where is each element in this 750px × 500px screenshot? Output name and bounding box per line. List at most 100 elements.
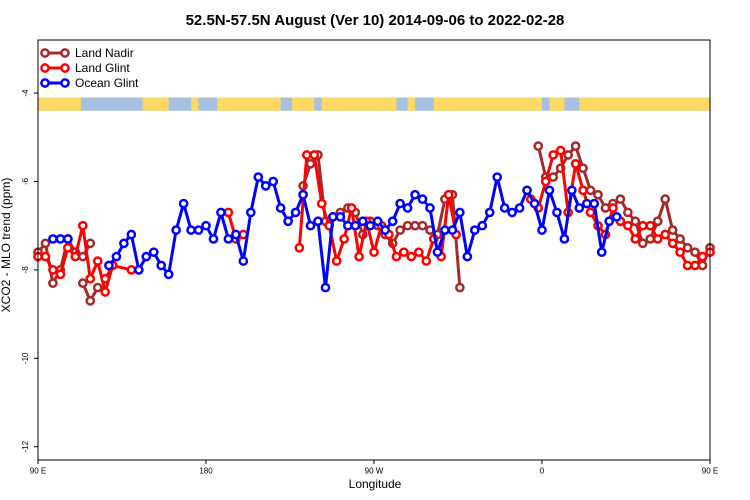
data-point: [331, 256, 342, 266]
data-point: [507, 207, 517, 218]
data-point: [540, 176, 551, 187]
data-point: [104, 260, 114, 271]
data-point: [48, 234, 58, 244]
data-point: [294, 242, 305, 253]
data-point: [477, 220, 488, 231]
data-point: [499, 203, 510, 213]
data-point: [126, 265, 137, 275]
data-point: [339, 234, 349, 244]
data-point: [402, 220, 413, 231]
data-point: [432, 247, 443, 258]
data-point: [533, 141, 544, 151]
data-point: [253, 172, 264, 182]
data-point: [660, 194, 671, 205]
data-point: [223, 234, 234, 244]
data-point: [413, 247, 424, 258]
data-point: [395, 198, 405, 209]
data-point: [697, 260, 708, 271]
data-point: [305, 158, 316, 169]
data-point: [372, 216, 383, 227]
data-point: [268, 176, 279, 187]
data-point: [537, 225, 547, 235]
data-point: [92, 256, 103, 266]
data-point: [440, 225, 450, 235]
data-point: [455, 207, 465, 218]
data-point: [298, 189, 308, 200]
legend-marker: [60, 78, 70, 88]
map-strip-land: [217, 97, 281, 111]
data-point: [608, 203, 618, 213]
data-point: [425, 203, 435, 213]
data-point: [63, 234, 73, 244]
data-point: [637, 238, 648, 249]
map-strip-land: [38, 97, 81, 111]
map-strip-land: [291, 97, 315, 111]
legend-label: Land Glint: [75, 61, 130, 75]
data-point: [667, 238, 678, 249]
x-tick-label: 90 E: [30, 467, 46, 476]
data-point: [563, 150, 573, 160]
data-point: [585, 185, 596, 196]
data-point: [574, 203, 585, 213]
data-point: [667, 225, 678, 235]
chart-title: 52.5N-57.5N August (Ver 10) 2014-09-06 t…: [186, 12, 565, 29]
data-point: [126, 229, 137, 240]
map-strip-land: [579, 97, 710, 111]
x-tick-label: 90 W: [365, 467, 384, 476]
data-point: [178, 198, 189, 209]
data-point: [55, 234, 66, 244]
data-point: [417, 194, 428, 205]
data-point: [469, 225, 480, 235]
legend-label: Land Nadir: [75, 46, 134, 60]
data-point: [395, 225, 405, 235]
data-point: [335, 211, 346, 222]
data-point: [660, 229, 671, 240]
data-point: [156, 260, 167, 271]
y-tick-label: -6: [21, 177, 30, 185]
data-point: [70, 251, 81, 262]
x-tick-label: 180: [199, 467, 213, 476]
data-point: [514, 203, 525, 213]
data-point: [690, 247, 700, 258]
y-tick-label: -4: [21, 89, 30, 97]
data-point: [77, 220, 88, 231]
data-point: [201, 220, 211, 231]
data-point: [615, 194, 626, 205]
data-point: [548, 172, 559, 182]
data-point: [309, 150, 320, 160]
data-point: [675, 234, 685, 244]
data-point: [216, 207, 226, 218]
data-point: [690, 260, 700, 271]
y-axis: -4 -6 -8 -10 -12: [21, 89, 38, 453]
data-point: [578, 185, 588, 196]
data-point: [231, 229, 241, 240]
data-point: [63, 242, 73, 253]
data-point: [85, 238, 96, 249]
data-point: [365, 220, 376, 231]
data-point: [100, 287, 111, 297]
data-point: [193, 225, 204, 235]
data-point: [581, 198, 592, 209]
map-strip-land: [142, 97, 169, 111]
data-point: [443, 189, 454, 200]
data-point: [492, 172, 503, 182]
data-point: [682, 260, 693, 271]
data-point: [567, 185, 577, 196]
data-point: [313, 216, 323, 227]
data-point: [697, 251, 708, 262]
data-point: [100, 273, 111, 284]
map-strip-land: [407, 97, 416, 111]
data-point: [637, 220, 648, 231]
data-point: [559, 234, 570, 244]
data-point: [645, 234, 656, 244]
legend-label: Ocean Glint: [75, 76, 139, 90]
y-tick-label: -8: [21, 266, 30, 274]
data-point: [604, 216, 615, 227]
data-point: [555, 145, 566, 156]
y-tick-label: -12: [21, 440, 30, 452]
data-point: [417, 220, 428, 231]
data-point: [675, 247, 685, 258]
data-point: [447, 225, 458, 235]
data-point: [148, 247, 159, 258]
data-point: [316, 198, 327, 209]
